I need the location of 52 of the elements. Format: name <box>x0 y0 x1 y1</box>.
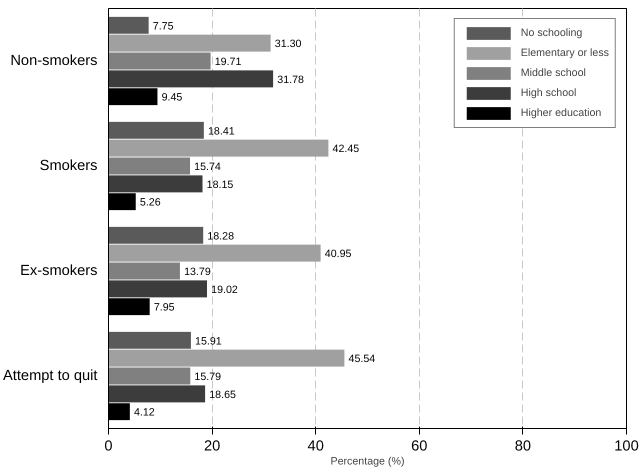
data-label: 42.45 <box>332 143 360 156</box>
bar <box>108 175 203 192</box>
bar <box>108 226 204 244</box>
data-label: 31.78 <box>277 74 304 86</box>
data-label: 31.30 <box>274 38 302 50</box>
bar <box>108 244 321 262</box>
bar <box>108 385 206 402</box>
data-label: 5.26 <box>140 196 161 209</box>
data-label: 19.71 <box>214 56 242 68</box>
bar <box>108 122 204 139</box>
bar <box>108 262 180 280</box>
bar <box>108 158 190 174</box>
bar <box>108 70 274 88</box>
x-tick-label: 40 <box>308 438 324 454</box>
data-label: 45.54 <box>348 353 376 366</box>
data-label: 9.45 <box>162 92 182 104</box>
legend-label: No schooling <box>520 27 582 39</box>
bar <box>108 280 208 298</box>
x-axis-title: Percentage (%) <box>330 456 405 468</box>
data-label: 13.79 <box>184 266 211 278</box>
legend-label: High school <box>520 87 576 99</box>
y-tick-label: Ex-smokers <box>20 263 98 279</box>
data-label: 18.28 <box>207 230 234 242</box>
bar <box>108 350 344 367</box>
data-label: 40.95 <box>324 248 352 260</box>
y-tick-label: Smokers <box>40 158 98 174</box>
bar <box>108 34 271 52</box>
data-label: 18.15 <box>206 178 234 191</box>
bar <box>108 140 328 157</box>
x-tick-label: 80 <box>514 438 532 454</box>
data-label: 7.95 <box>154 302 175 314</box>
data-label: 15.91 <box>195 335 222 348</box>
bar <box>108 52 211 70</box>
legend-label: Elementary or less <box>520 47 609 59</box>
data-label: 18.41 <box>208 125 235 138</box>
bar <box>108 368 190 384</box>
data-label: 15.79 <box>194 371 222 383</box>
bar <box>108 332 191 349</box>
data-label: 4.12 <box>134 406 155 419</box>
data-label: 19.02 <box>211 284 238 296</box>
y-tick-label: Attempt to quit <box>3 368 98 384</box>
data-label: 18.65 <box>209 388 236 401</box>
legend-label: Higher education <box>520 107 602 119</box>
y-tick-label: Non-smokers <box>10 53 98 69</box>
legend-label: Middle school <box>520 67 586 79</box>
bar <box>108 16 149 34</box>
x-tick-label: 20 <box>204 438 220 454</box>
data-label: 15.74 <box>194 161 221 173</box>
x-tick-label: 100 <box>614 438 639 454</box>
x-tick-label: 0 <box>104 438 113 454</box>
x-tick-label: 60 <box>411 438 428 454</box>
data-label: 7.75 <box>152 20 174 32</box>
